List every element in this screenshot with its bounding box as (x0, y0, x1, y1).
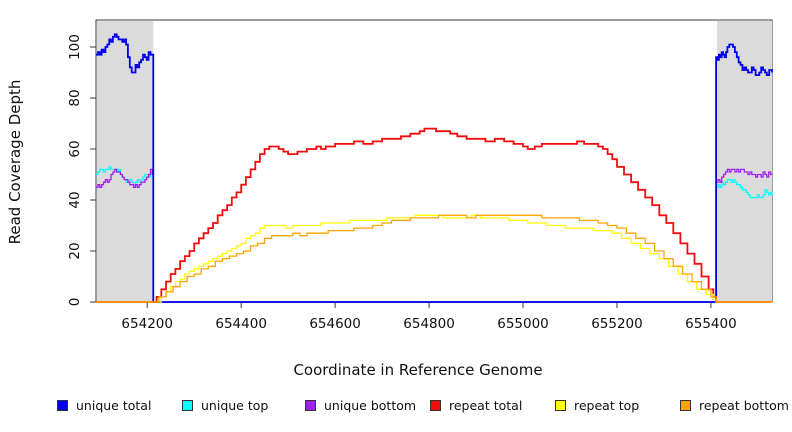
series-unique-bottom-line (96, 168, 772, 303)
x-tick-label: 655000 (497, 316, 549, 332)
x-tick-label: 654800 (403, 316, 455, 332)
y-tick-label: 0 (67, 298, 83, 307)
plot-canvas: 654200 654400 654600 654800 655000 655200 6554… (67, 19, 773, 332)
legend-label: unique bottom (324, 397, 417, 413)
legend-item-repeat-top: repeat top (555, 395, 639, 415)
y-axis-title: Read Coverage Depth (6, 79, 24, 245)
legend-swatch-icon (430, 399, 441, 411)
legend-label: repeat top (574, 397, 640, 413)
x-axis-title: Coordinate in Reference Genome (293, 361, 543, 379)
y-tick-label: 80 (67, 89, 83, 106)
y-tick-label: 60 (67, 140, 83, 157)
series-repeat-total-line (96, 127, 772, 303)
legend: unique total unique top unique bottom repea… (0, 395, 792, 419)
legend-swatch-icon (305, 399, 316, 411)
legend-swatch-icon (680, 399, 691, 411)
series-repeat-bottom-line (96, 214, 772, 303)
series-unique-total-line (96, 33, 773, 303)
legend-item-unique-top: unique top (182, 395, 268, 415)
y-tick-label: 20 (67, 242, 83, 259)
y-tick-label: 40 (67, 191, 83, 208)
plot-box (95, 19, 773, 303)
x-tick-label: 654600 (309, 316, 361, 332)
series-unique-top-line (96, 166, 773, 303)
legend-item-repeat-total: repeat total (430, 395, 522, 415)
legend-label: unique total (76, 397, 152, 413)
legend-swatch-icon (555, 399, 566, 411)
x-tick-label: 655200 (591, 316, 643, 332)
legend-label: repeat bottom (699, 397, 789, 413)
legend-swatch-icon (182, 399, 193, 411)
legend-label: unique top (201, 397, 269, 413)
legend-swatch-icon (57, 399, 68, 411)
series-repeat-top-line (96, 214, 772, 303)
y-tick-label: 100 (67, 34, 83, 60)
masked-region-right (717, 21, 772, 302)
x-tick-label: 654400 (215, 316, 267, 332)
legend-item-repeat-bottom: repeat bottom (680, 395, 789, 415)
masked-region-left (97, 21, 154, 302)
x-tick-label: 655400 (685, 316, 737, 332)
legend-item-unique-bottom: unique bottom (305, 395, 416, 415)
legend-item-unique-total: unique total (57, 395, 151, 415)
legend-label: repeat total (449, 397, 523, 413)
x-tick-label: 654200 (121, 316, 173, 332)
